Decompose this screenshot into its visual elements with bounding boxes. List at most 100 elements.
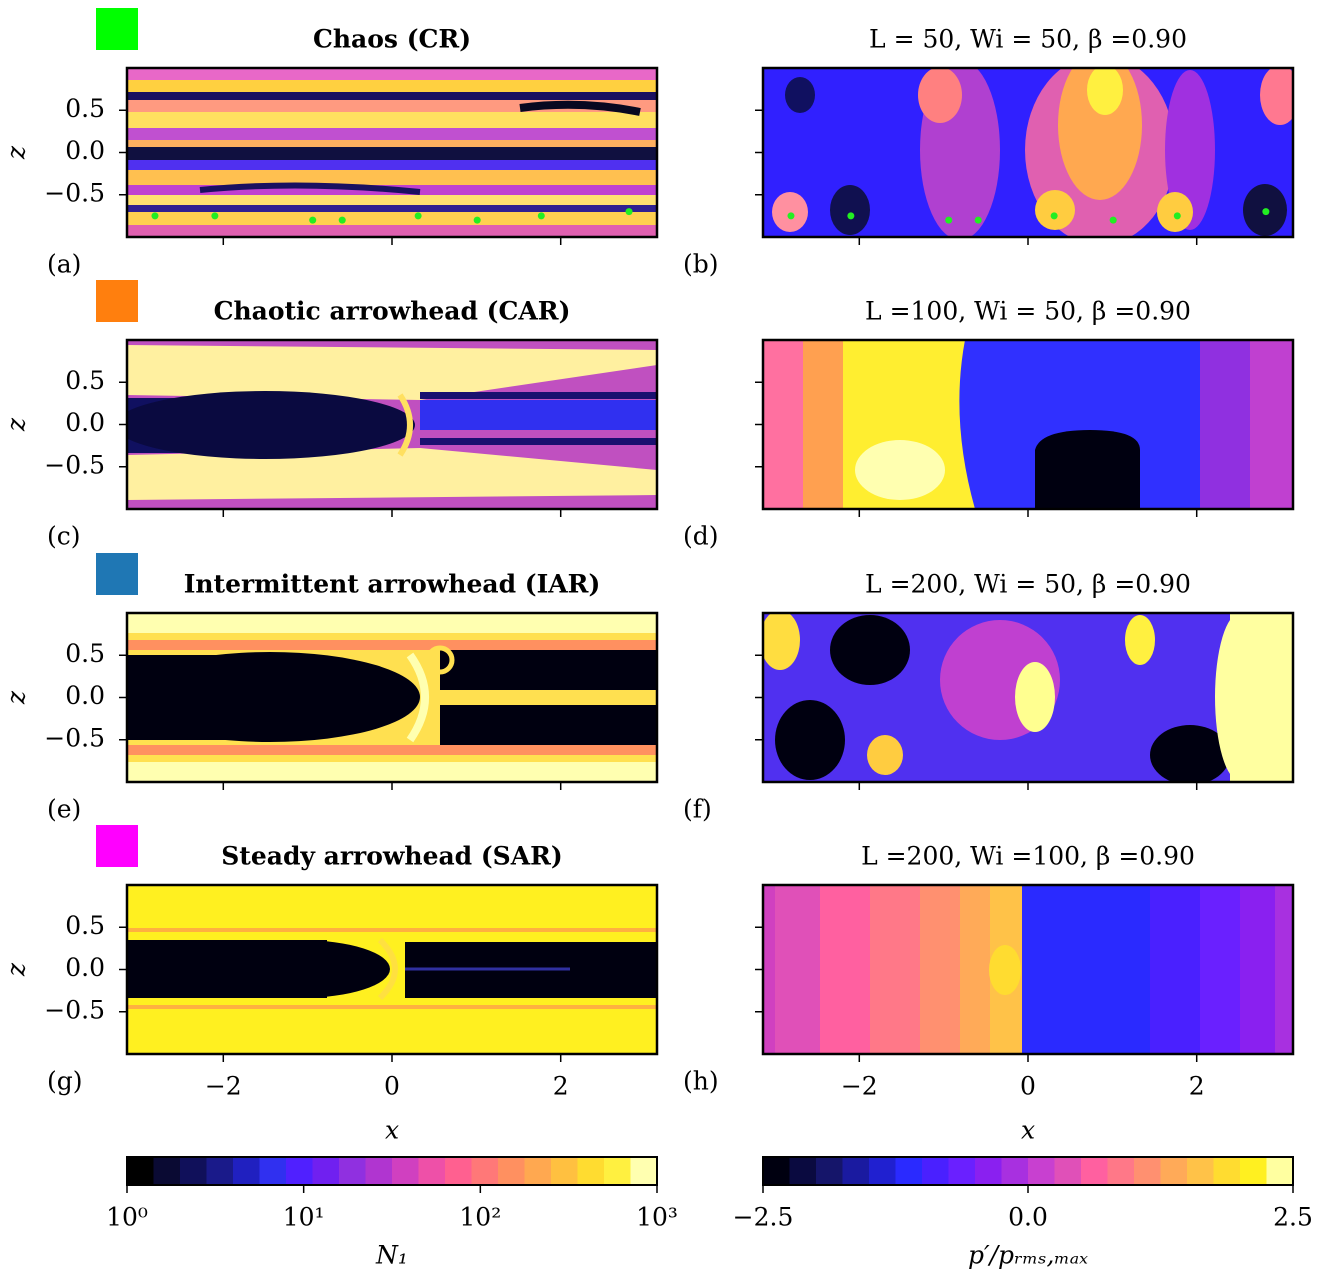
colorbar-level <box>604 1157 631 1185</box>
panel-title: Chaotic arrowhead (CAR) <box>214 297 571 326</box>
marker-point <box>309 216 317 224</box>
marker-point <box>151 212 159 220</box>
colorbar-tick-label: 10² <box>459 1203 501 1232</box>
y-tick-label: −0.5 <box>44 450 105 479</box>
x-tick-label: −2 <box>841 1072 878 1101</box>
colorbar-level <box>1213 1157 1241 1185</box>
colorbar-level <box>259 1157 287 1185</box>
field-e <box>127 613 657 782</box>
panel-label: (e) <box>47 795 81 824</box>
x-axis-label: x <box>385 1116 399 1145</box>
x-tick-label: 0 <box>1020 1072 1036 1101</box>
colorbar-level <box>1266 1157 1294 1185</box>
y-tick-label: −0.5 <box>44 723 105 752</box>
marker-point <box>1262 208 1270 216</box>
panel-label: (b) <box>683 250 719 279</box>
colorbar-level <box>1107 1157 1135 1185</box>
colorbar-level <box>630 1157 658 1185</box>
y-tick-label: 0.5 <box>65 911 105 940</box>
colorbar-level <box>312 1157 340 1185</box>
y-tick-label: −0.5 <box>44 178 105 207</box>
marker-point <box>1173 212 1181 220</box>
field-h <box>763 885 1293 1054</box>
regime-swatch <box>96 825 138 867</box>
colorbar-level <box>233 1157 260 1185</box>
y-tick-label: 0.0 <box>65 408 105 437</box>
marker-point <box>338 216 346 224</box>
marker-point <box>537 212 545 220</box>
colorbar-level <box>365 1157 393 1185</box>
marker-point <box>473 216 481 224</box>
panel-label: (d) <box>683 522 719 551</box>
colorbar-level <box>577 1157 605 1185</box>
marker-point <box>1109 216 1117 224</box>
colorbar-level <box>153 1157 181 1185</box>
colorbar-frame <box>126 1156 658 1186</box>
marker-point <box>945 216 953 224</box>
panel-title: L =100, Wi = 50, β =0.90 <box>865 297 1191 326</box>
colorbar-level <box>180 1157 207 1185</box>
panel-title: L =200, Wi =100, β =0.90 <box>861 842 1195 871</box>
regime-swatch <box>96 8 138 50</box>
panel-title: L =200, Wi = 50, β =0.90 <box>865 570 1191 599</box>
panel-label: (h) <box>683 1067 719 1096</box>
y-tick-label: 0.0 <box>65 681 105 710</box>
y-axis-label: z <box>2 145 31 160</box>
colorbar-level <box>1134 1157 1161 1185</box>
colorbar-level <box>551 1157 578 1185</box>
panel-title: Steady arrowhead (SAR) <box>221 842 563 871</box>
y-axis-label: z <box>2 417 31 432</box>
colorbar-level <box>1028 1157 1055 1185</box>
panel-label: (f) <box>683 795 712 824</box>
field-b <box>763 68 1293 237</box>
colorbar-level <box>471 1157 499 1185</box>
colorbar-level <box>975 1157 1002 1185</box>
panel-title: Intermittent arrowhead (IAR) <box>184 570 601 599</box>
x-tick-label: 2 <box>553 1072 569 1101</box>
regime-swatch <box>96 553 138 595</box>
y-tick-label: 0.5 <box>65 366 105 395</box>
colorbar-level <box>842 1157 870 1185</box>
colorbar-level <box>206 1157 234 1185</box>
colorbar-level <box>392 1157 419 1185</box>
colorbar-level <box>286 1157 313 1185</box>
marker-point <box>211 212 219 220</box>
y-tick-label: 0.0 <box>65 953 105 982</box>
y-tick-label: −0.5 <box>44 995 105 1024</box>
colorbar-level <box>1081 1157 1108 1185</box>
field-c <box>127 340 657 509</box>
colorbar-level <box>1240 1157 1267 1185</box>
colorbar-level <box>445 1157 472 1185</box>
colorbar-level <box>922 1157 949 1185</box>
marker-point <box>787 212 795 220</box>
x-tick-label: 0 <box>384 1072 400 1101</box>
marker-point <box>1050 212 1058 220</box>
panel-label: (a) <box>47 250 81 279</box>
colorbar-level <box>127 1157 154 1185</box>
panel-label: (g) <box>47 1067 83 1096</box>
colorbar-label: N₁ <box>375 1241 408 1270</box>
colorbar-level <box>789 1157 817 1185</box>
colorbar-tick-label: 10³ <box>636 1203 678 1232</box>
colorbar-level <box>895 1157 923 1185</box>
colorbar-tick-label: 10⁰ <box>106 1203 148 1232</box>
colorbar-level <box>524 1157 552 1185</box>
panel-label: (c) <box>47 522 81 551</box>
field-g <box>127 885 657 1054</box>
regime-swatch <box>96 280 138 322</box>
colorbar-tick-label: −2.5 <box>733 1203 794 1232</box>
y-tick-label: 0.5 <box>65 639 105 668</box>
colorbar-level <box>1187 1157 1214 1185</box>
y-axis-label: z <box>2 690 31 705</box>
y-tick-label: 0.0 <box>65 136 105 165</box>
panel-title: Chaos (CR) <box>313 25 471 54</box>
marker-point <box>414 212 422 220</box>
y-axis-label: z <box>2 962 31 977</box>
colorbar-level <box>1160 1157 1188 1185</box>
x-axis-label: x <box>1021 1116 1035 1145</box>
colorbar-level <box>498 1157 525 1185</box>
colorbar-level <box>1001 1157 1029 1185</box>
panel-title: L = 50, Wi = 50, β =0.90 <box>869 25 1187 54</box>
colorbar-tick-label: 10¹ <box>283 1203 325 1232</box>
